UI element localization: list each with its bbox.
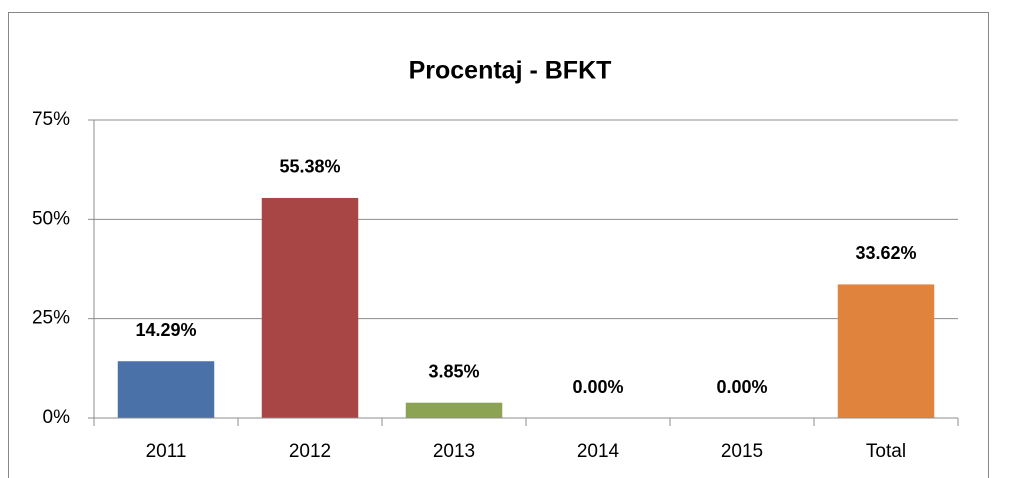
x-tick-label: Total [866, 441, 906, 462]
bar [837, 284, 935, 418]
x-tick-label: 2012 [289, 441, 331, 462]
value-label: 3.85% [428, 361, 479, 381]
x-tick-label: 2011 [146, 441, 187, 462]
chart-title: Procentaj - BFKT [409, 57, 612, 85]
value-label: 33.62% [855, 243, 916, 263]
value-label: 0.00% [572, 377, 623, 397]
value-label: 0.00% [716, 377, 767, 397]
bar [405, 402, 503, 418]
y-tick-label: 25% [32, 308, 70, 329]
value-label: 55.38% [279, 157, 340, 177]
x-tick-label: 2014 [577, 441, 620, 462]
value-label: 14.29% [135, 320, 196, 340]
bar [261, 197, 359, 418]
x-tick-label: 2013 [433, 441, 475, 462]
y-tick-label: 75% [32, 109, 70, 130]
x-tick-label: 2015 [721, 441, 763, 462]
bar [117, 361, 215, 418]
y-tick-label: 0% [43, 407, 71, 428]
y-tick-label: 50% [32, 208, 70, 229]
